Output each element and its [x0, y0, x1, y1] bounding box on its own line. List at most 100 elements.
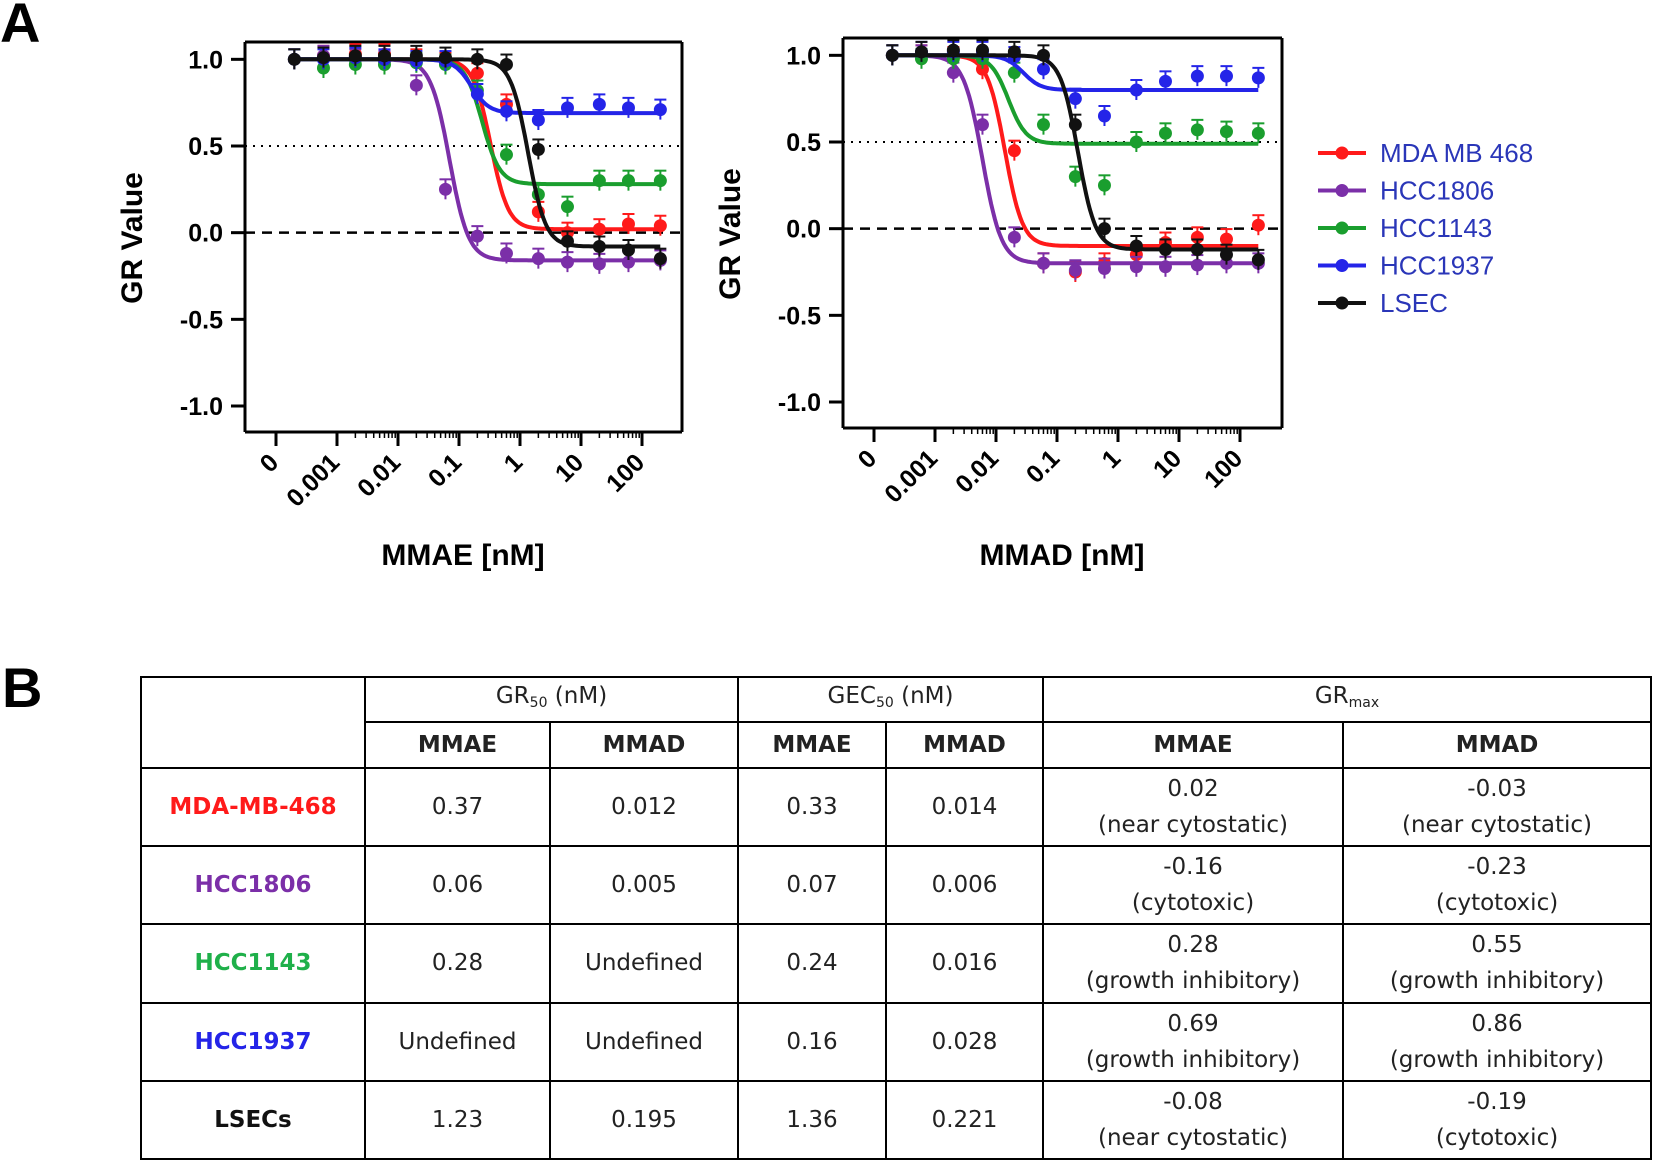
data-point: [946, 66, 960, 80]
subheader-gr50-mmad: MMAD: [548, 721, 740, 769]
data-point: [1158, 242, 1172, 256]
data-point: [621, 101, 635, 115]
data-point: [499, 104, 513, 118]
data-point: [470, 52, 484, 66]
data-point: [316, 51, 330, 65]
x-tick-label: 0.001: [281, 448, 345, 512]
data-point: [1190, 230, 1204, 244]
data-point: [438, 51, 452, 65]
subheader-grmax-mmad: MMAD: [1342, 721, 1653, 769]
cell-grmax-mmae: -0.08 (near cytostatic): [1042, 1079, 1345, 1161]
x-tick-label: 0.01: [950, 444, 1004, 498]
cell-grmax-mmae: -0.16 (cytotoxic): [1042, 845, 1345, 926]
y-tick-label: 1.0: [786, 42, 821, 70]
data-point: [348, 49, 362, 63]
data-point: [975, 118, 989, 132]
data-point: [975, 62, 989, 76]
data-point: [1219, 232, 1233, 246]
legend-label: LSEC: [1380, 288, 1448, 318]
data-point: [592, 222, 606, 236]
data-point: [1036, 118, 1050, 132]
chart-mmad: 1.0 0.5 0.0 -0.5 -1.0 00.001 0.01 0.1 1 10 100 MMAD…: [714, 36, 1284, 572]
data-point: [1068, 263, 1082, 277]
data-point: [653, 174, 667, 188]
y-tick-label: 1.0: [188, 46, 223, 74]
legend-label: HCC1937: [1380, 251, 1494, 281]
cell-gec50-mmad: 0.006: [885, 845, 1045, 926]
chart-legend: MDA MB 468 HCC1806 HCC1143 HCC1937 LSEC: [1318, 138, 1533, 318]
cell-grmax-mmad: -0.03 (near cytostatic): [1342, 766, 1653, 848]
grmax-desc: (cytotoxic): [1131, 890, 1255, 917]
legend-item: LSEC: [1318, 288, 1448, 318]
data-point: [621, 255, 635, 269]
data-point: [409, 78, 423, 92]
header-gr50-unit: (nM): [547, 683, 608, 709]
data-point: [621, 174, 635, 188]
chart-mmae: 1.0 0.5 0.0 -0.5 -1.0 00.001 0.01 0.1 1 10 100 MMAE…: [116, 40, 684, 572]
legend-item: HCC1937: [1318, 251, 1494, 281]
grmax-desc: (near cytostatic): [1098, 812, 1289, 839]
data-point: [975, 43, 989, 57]
x-tick-label: 0.1: [423, 448, 467, 492]
data-point: [409, 49, 423, 63]
data-point: [438, 182, 452, 196]
data-point: [1158, 260, 1172, 274]
grmax-desc: (cytotoxic): [1435, 1124, 1559, 1151]
data-point: [1219, 125, 1233, 139]
cell-grmax-mmae: 0.02 (near cytostatic): [1042, 766, 1345, 848]
data-point: [1036, 62, 1050, 76]
series-mda-mb-468: [287, 43, 667, 243]
data-point: [621, 243, 635, 257]
x-tick-label: 100: [1199, 444, 1248, 493]
grmax-desc: (near cytostatic): [1098, 1124, 1289, 1151]
data-point: [1190, 242, 1204, 256]
grmax-value: 0.86: [1471, 1010, 1523, 1037]
cell-gec50-mmae: 0.07: [737, 845, 888, 926]
data-point: [531, 113, 545, 127]
data-point: [287, 52, 301, 66]
cell-gec50-mmae: 1.36: [737, 1079, 888, 1161]
x-tick-label: 0.01: [352, 448, 406, 502]
grmax-value: -0.03: [1467, 776, 1527, 803]
header-gec50-sub: 50: [875, 695, 894, 711]
row-name: HCC1806: [140, 845, 366, 926]
cell-gec50-mmad: 0.028: [885, 1001, 1045, 1082]
x-tick-label: 1: [499, 448, 529, 478]
fit-curve: [892, 53, 1259, 266]
grmax-value: 0.28: [1167, 932, 1219, 959]
grmax-desc: (cytotoxic): [1435, 890, 1559, 917]
data-point: [499, 58, 513, 72]
header-gr50: GR50 (nM): [363, 676, 740, 723]
cell-gec50-mmad: 0.016: [885, 923, 1045, 1004]
x-tick-label: 0.1: [1021, 444, 1065, 488]
y-tick-label: -1.0: [778, 389, 821, 417]
table-header-row-groups: GR50 (nM) GEC50 (nM) GRmax: [140, 676, 1653, 769]
data-point: [1251, 253, 1265, 267]
header-gec50-main: GEC: [827, 683, 876, 709]
x-tick-label: 0: [255, 448, 285, 478]
y-tick-label: 0.5: [786, 129, 821, 157]
panel-a-label: A: [0, 0, 40, 54]
table-header-row-drugs: MMAE MMAD MMAE MMAD MMAE MMAD: [141, 721, 1653, 769]
data-point: [470, 87, 484, 101]
data-point: [592, 240, 606, 254]
header-grmax-main: GR: [1314, 683, 1349, 709]
table-row-mda-mb-468: MDA-MB-468 0.37 0.012 0.33 0.014 0.02 (ne…: [140, 766, 1653, 848]
legend-label: HCC1143: [1380, 213, 1492, 243]
legend-swatch-marker: [1335, 146, 1349, 160]
table-row-hcc1937: HCC1937 Undefined Undefined 0.16 0.028 0…: [140, 1001, 1653, 1082]
data-point: [560, 234, 574, 248]
cell-gr50-mmae: 0.37: [364, 766, 551, 848]
grmax-desc: (growth inhibitory): [1389, 968, 1605, 995]
data-point: [1251, 218, 1265, 232]
grmax-desc: (growth inhibitory): [1085, 1046, 1301, 1073]
data-point: [1068, 92, 1082, 106]
data-point: [1097, 262, 1111, 276]
cell-gr50-mmad: Undefined: [548, 1001, 740, 1082]
data-point: [1219, 69, 1233, 83]
cell-gec50-mmae: 0.33: [737, 766, 888, 848]
subheader-gr50-mmae: MMAE: [364, 721, 551, 769]
data-point: [1129, 260, 1143, 274]
y-tick-label: 0.0: [786, 216, 821, 244]
series-lsec: [287, 44, 667, 269]
